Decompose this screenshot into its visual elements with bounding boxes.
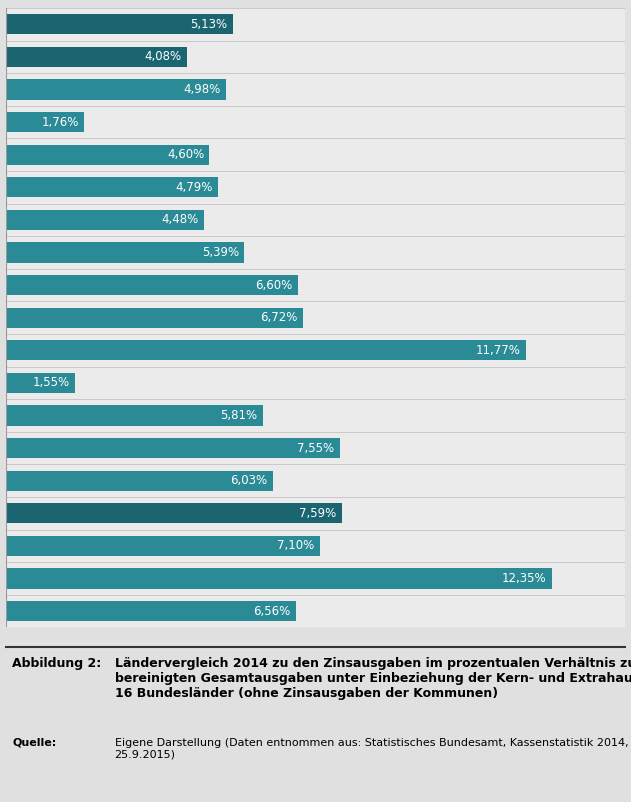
Bar bbox=[6, 14, 233, 34]
Text: 5,13%: 5,13% bbox=[191, 18, 228, 30]
Text: 6,56%: 6,56% bbox=[254, 605, 291, 618]
Text: 7,59%: 7,59% bbox=[299, 507, 336, 520]
Bar bbox=[6, 569, 551, 589]
Text: Quelle:: Quelle: bbox=[13, 738, 57, 748]
Text: 6,60%: 6,60% bbox=[256, 278, 293, 292]
Text: 1,76%: 1,76% bbox=[42, 115, 79, 128]
Bar bbox=[6, 112, 84, 132]
Text: 6,72%: 6,72% bbox=[261, 311, 298, 324]
Bar bbox=[6, 210, 204, 230]
Text: Ländervergleich 2014 zu den Zinsausgaben im prozentualen Verhältnis zu den
berei: Ländervergleich 2014 zu den Zinsausgaben… bbox=[115, 657, 631, 700]
Text: 4,79%: 4,79% bbox=[175, 180, 213, 194]
Bar bbox=[6, 405, 263, 426]
Bar bbox=[6, 503, 341, 524]
Text: 4,98%: 4,98% bbox=[184, 83, 221, 96]
Bar bbox=[6, 177, 218, 197]
Text: 4,60%: 4,60% bbox=[167, 148, 204, 161]
Text: 7,10%: 7,10% bbox=[278, 540, 315, 553]
Text: 4,08%: 4,08% bbox=[144, 51, 181, 63]
Text: 1,55%: 1,55% bbox=[32, 376, 69, 390]
Bar bbox=[6, 79, 227, 99]
Text: Abbildung 2:: Abbildung 2: bbox=[13, 657, 102, 670]
Text: 4,48%: 4,48% bbox=[162, 213, 199, 226]
Bar bbox=[6, 601, 296, 622]
Text: Eigene Darstellung (Daten entnommen aus: Statistisches Bundesamt, Kassenstatisti: Eigene Darstellung (Daten entnommen aus:… bbox=[115, 738, 631, 759]
Text: 5,81%: 5,81% bbox=[220, 409, 257, 422]
Bar bbox=[6, 275, 298, 295]
Bar bbox=[6, 438, 339, 458]
Text: 5,39%: 5,39% bbox=[202, 246, 239, 259]
Bar bbox=[6, 144, 209, 164]
Bar bbox=[6, 536, 320, 556]
Text: 11,77%: 11,77% bbox=[476, 344, 521, 357]
Bar bbox=[6, 340, 526, 360]
Text: 12,35%: 12,35% bbox=[502, 572, 546, 585]
Bar bbox=[6, 471, 273, 491]
Text: 7,55%: 7,55% bbox=[297, 442, 334, 455]
Bar bbox=[6, 308, 303, 328]
Bar bbox=[6, 373, 75, 393]
Bar bbox=[6, 47, 187, 67]
Text: 6,03%: 6,03% bbox=[230, 474, 268, 487]
Bar bbox=[6, 242, 244, 262]
